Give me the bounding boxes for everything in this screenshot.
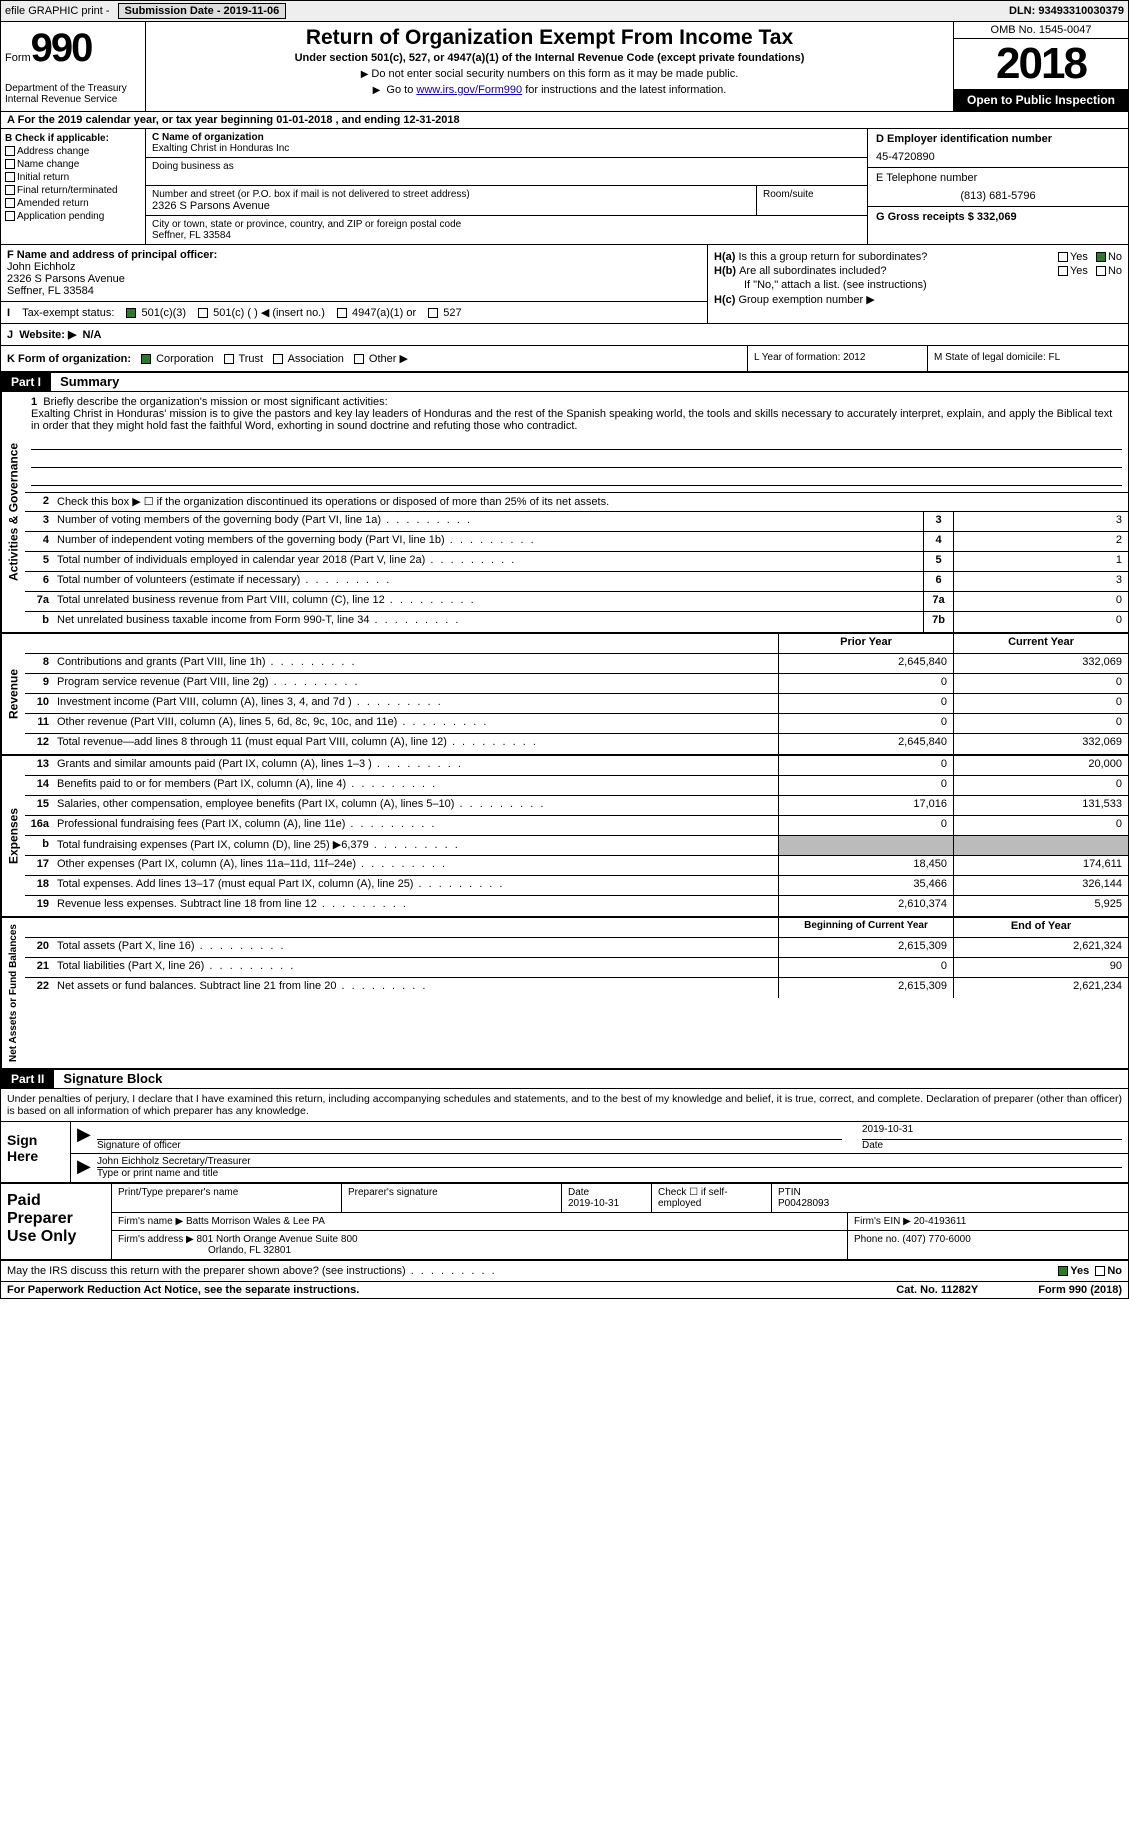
dln: DLN: 93493310030379 — [1009, 5, 1124, 17]
col-f: F Name and address of principal officer:… — [1, 245, 708, 323]
table-row: 5Total number of individuals employed in… — [25, 552, 1128, 572]
phone: (813) 681-5796 — [876, 190, 1120, 202]
revenue-section: Revenue Prior Year Current Year 8Contrib… — [1, 634, 1128, 756]
table-row: 6Total number of volunteers (estimate if… — [25, 572, 1128, 592]
header: Form990 Department of the Treasury Inter… — [1, 22, 1128, 112]
preparer-section: Paid Preparer Use Only Print/Type prepar… — [1, 1184, 1128, 1261]
ptin: P00428093 — [778, 1198, 829, 1209]
discuss-row: May the IRS discuss this return with the… — [1, 1261, 1128, 1282]
footer: For Paperwork Reduction Act Notice, see … — [1, 1282, 1128, 1298]
sign-section: Sign Here ▶ Signature of officer 2019-10… — [1, 1122, 1128, 1184]
firm-name: Batts Morrison Wales & Lee PA — [186, 1216, 325, 1227]
header-center: Return of Organization Exempt From Incom… — [146, 22, 953, 111]
table-row: 17Other expenses (Part IX, column (A), l… — [25, 856, 1128, 876]
table-row: 3Number of voting members of the governi… — [25, 512, 1128, 532]
table-row: bNet unrelated business taxable income f… — [25, 612, 1128, 632]
table-row: bTotal fundraising expenses (Part IX, co… — [25, 836, 1128, 856]
org-name: Exalting Christ in Honduras Inc — [152, 143, 861, 154]
form-container: efile GRAPHIC print - Submission Date - … — [0, 0, 1129, 1299]
officer-signature: John Eichholz Secretary/Treasurer — [97, 1156, 1122, 1168]
table-row: 22Net assets or fund balances. Subtract … — [25, 978, 1128, 998]
form-number: 990 — [31, 26, 92, 70]
table-row: 12Total revenue—add lines 8 through 11 (… — [25, 734, 1128, 754]
ein: 45-4720890 — [876, 151, 1120, 163]
note-ssn: Do not enter social security numbers on … — [154, 68, 945, 80]
part1-header: Part I Summary — [1, 373, 1128, 392]
penalty-declaration: Under penalties of perjury, I declare th… — [1, 1089, 1128, 1122]
section-k: K Form of organization: Corporation Trus… — [1, 346, 1128, 373]
table-row: 10Investment income (Part VIII, column (… — [25, 694, 1128, 714]
form-title: Return of Organization Exempt From Incom… — [154, 26, 945, 50]
chk-pending[interactable] — [5, 211, 15, 221]
col-c: C Name of organization Exalting Christ i… — [146, 129, 868, 244]
org-city: Seffner, FL 33584 — [152, 230, 861, 241]
section-j: J Website: ▶ N/A — [1, 324, 1128, 346]
officer-name: John Eichholz — [7, 261, 701, 273]
department: Department of the Treasury Internal Reve… — [5, 83, 141, 105]
table-row: 8Contributions and grants (Part VIII, li… — [25, 654, 1128, 674]
col-b: B Check if applicable: Address change Na… — [1, 129, 146, 244]
header-left: Form990 Department of the Treasury Inter… — [1, 22, 146, 111]
governance-section: Activities & Governance 1 Briefly descri… — [1, 392, 1128, 634]
section-bcde: B Check if applicable: Address change Na… — [1, 129, 1128, 245]
table-row: 20Total assets (Part X, line 16)2,615,30… — [25, 938, 1128, 958]
state-domicile: M State of legal domicile: FL — [928, 346, 1128, 371]
chk-name[interactable] — [5, 159, 15, 169]
chk-501c3[interactable] — [126, 308, 136, 318]
col-d: D Employer identification number 45-4720… — [868, 129, 1128, 244]
mission-text: Exalting Christ in Honduras' mission is … — [31, 408, 1112, 432]
b-label: B Check if applicable: — [5, 133, 141, 144]
table-row: 4Number of independent voting members of… — [25, 532, 1128, 552]
chk-address[interactable] — [5, 146, 15, 156]
note-link: Go to www.irs.gov/Form990 for instructio… — [154, 84, 945, 96]
year-formation: L Year of formation: 2012 — [748, 346, 928, 371]
table-row: 16aProfessional fundraising fees (Part I… — [25, 816, 1128, 836]
header-right: OMB No. 1545-0047 2018 Open to Public In… — [953, 22, 1128, 111]
form-subtitle: Under section 501(c), 527, or 4947(a)(1)… — [154, 52, 945, 64]
line-a: A For the 2019 calendar year, or tax yea… — [1, 112, 1128, 129]
table-row: 19Revenue less expenses. Subtract line 1… — [25, 896, 1128, 916]
chk-final[interactable] — [5, 185, 15, 195]
gross-receipts: G Gross receipts $ 332,069 — [876, 211, 1017, 223]
col-h: H(a) Is this a group return for subordin… — [708, 245, 1128, 323]
website: N/A — [83, 329, 102, 341]
submission-date: Submission Date - 2019-11-06 — [118, 3, 287, 19]
open-inspection: Open to Public Inspection — [954, 89, 1128, 111]
omb-number: OMB No. 1545-0047 — [954, 22, 1128, 39]
table-row: 14Benefits paid to or for members (Part … — [25, 776, 1128, 796]
efile-label: efile GRAPHIC print - — [5, 5, 110, 17]
chk-initial[interactable] — [5, 172, 15, 182]
irs-link[interactable]: www.irs.gov/Form990 — [416, 84, 522, 96]
table-row: 15Salaries, other compensation, employee… — [25, 796, 1128, 816]
table-row: 11Other revenue (Part VIII, column (A), … — [25, 714, 1128, 734]
table-row: 21Total liabilities (Part X, line 26)090 — [25, 958, 1128, 978]
part2-header: Part II Signature Block — [1, 1070, 1128, 1089]
table-row: 7aTotal unrelated business revenue from … — [25, 592, 1128, 612]
netassets-section: Net Assets or Fund Balances Beginning of… — [1, 918, 1128, 1070]
expenses-section: Expenses 13Grants and similar amounts pa… — [1, 756, 1128, 918]
chk-amended[interactable] — [5, 198, 15, 208]
form-label: Form — [5, 52, 31, 64]
table-row: 18Total expenses. Add lines 13–17 (must … — [25, 876, 1128, 896]
org-address: 2326 S Parsons Avenue — [152, 200, 750, 212]
tax-year: 2018 — [954, 39, 1128, 89]
section-fh: F Name and address of principal officer:… — [1, 245, 1128, 324]
table-row: 9Program service revenue (Part VIII, lin… — [25, 674, 1128, 694]
top-bar: efile GRAPHIC print - Submission Date - … — [1, 1, 1128, 22]
table-row: 13Grants and similar amounts paid (Part … — [25, 756, 1128, 776]
sign-date: 2019-10-31 — [862, 1124, 1122, 1140]
